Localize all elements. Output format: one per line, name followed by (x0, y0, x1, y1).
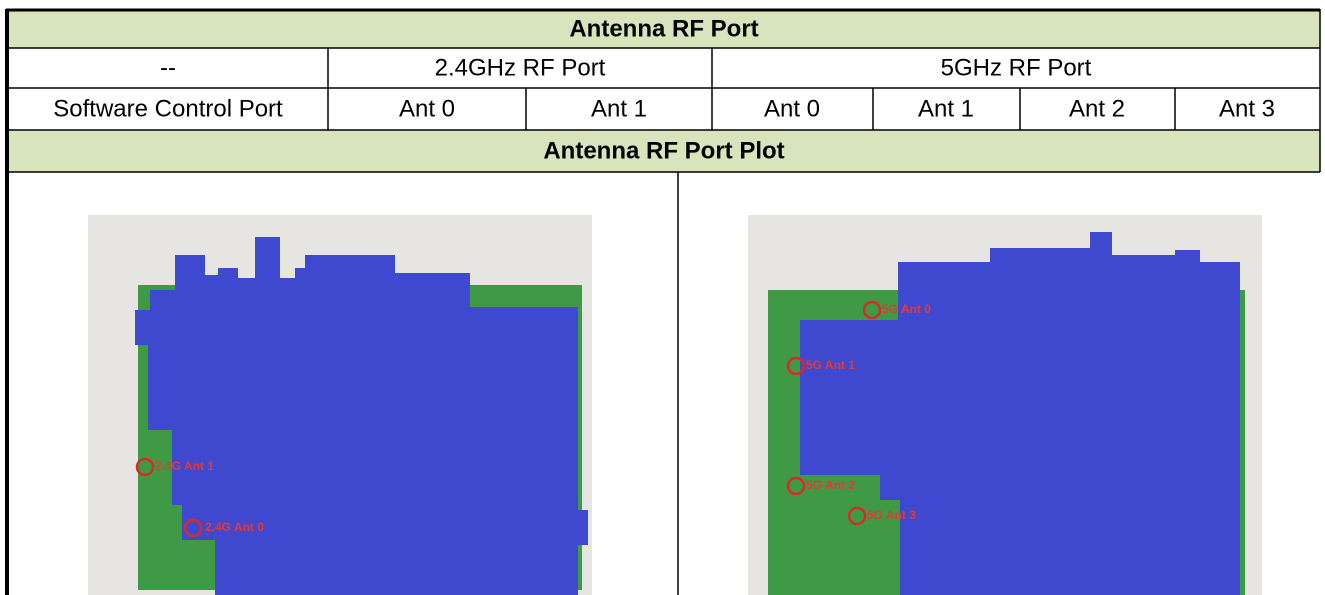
cell: 5GHz RF Port (941, 54, 1092, 81)
cell: Software Control Port (53, 95, 283, 122)
cell: Ant 0 (399, 95, 455, 122)
board-photo: 2.4G Ant 1 2.4G Ant 0 (88, 215, 592, 595)
port-label: 5G Ant 1 (806, 358, 855, 372)
table-borders (5, 8, 1321, 595)
cell: -- (160, 54, 176, 81)
port-label: 5G Ant 3 (867, 508, 916, 522)
cell: Ant 1 (591, 95, 647, 122)
cell: Ant 3 (1219, 95, 1275, 122)
cell: 2.4GHz RF Port (435, 54, 606, 81)
port-label: 5G Ant 2 (806, 478, 855, 492)
board-photo: 5G Ant 0 5G Ant 1 5G Ant 2 5G Ant 3 (748, 215, 1262, 595)
header-bg (8, 10, 1320, 48)
cell: Ant 2 (1069, 95, 1125, 122)
port-label: 5G Ant 0 (882, 302, 931, 316)
cell: Ant 1 (918, 95, 974, 122)
port-label: 2.4G Ant 0 (205, 520, 264, 534)
port-label: 2.4G Ant 1 (155, 459, 214, 473)
section-title: Antenna RF Port Plot (543, 137, 784, 164)
header-bg (8, 130, 1320, 172)
table-title: Antenna RF Port (569, 15, 758, 42)
cell: Ant 0 (764, 95, 820, 122)
